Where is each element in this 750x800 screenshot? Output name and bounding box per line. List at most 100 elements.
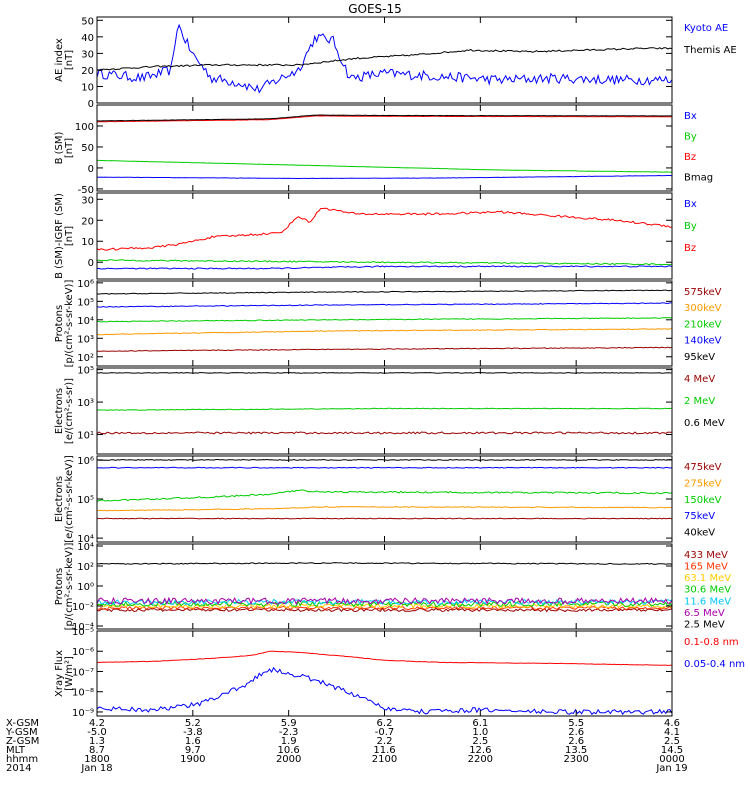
x-tick-label: 9.7: [185, 745, 201, 756]
x-tick-label: 1.6: [185, 736, 201, 747]
series-line-2-1: [97, 174, 672, 180]
x-tick-label: 8.7: [89, 745, 105, 756]
series-line-4-1: [97, 346, 672, 352]
y-tick-label: 10⁻⁵: [72, 627, 94, 638]
legend-entry: Bx: [684, 111, 697, 122]
x-tick-label: 1900: [180, 754, 205, 765]
y-tick-label: 10⁶: [77, 279, 94, 290]
panel-6: 10⁴ 10⁵ 10⁶ Electrons [e/(cm²-s-sr-keV)] 475k…: [54, 455, 722, 545]
y-tick-label: 10: [81, 82, 94, 93]
x-tick-label: 12.6: [469, 745, 491, 756]
panel-frame: [96, 455, 673, 543]
series-line-2-4: [97, 114, 672, 122]
series-line-6-3: [97, 489, 672, 502]
y-tick-label: 10⁻²: [72, 602, 94, 613]
series-line-7-4: [97, 600, 672, 608]
y-tick-label: 10⁵: [77, 297, 94, 308]
x-tick-label: -2.3: [279, 727, 299, 738]
y-tick-label: 50: [81, 16, 94, 27]
x-tick-label: 2.6: [568, 736, 584, 747]
x-tick-label: -0.7: [375, 727, 395, 738]
panel-frame: [96, 630, 673, 717]
x-tick-label: 11.6: [373, 745, 395, 756]
y-tick-label: 10¹: [77, 431, 94, 442]
x-row-label: hhmm: [6, 754, 38, 765]
chart-title: GOES-15: [348, 2, 402, 16]
legend-entry: 4 MeV: [684, 374, 715, 385]
legend-entry: Bz: [684, 243, 696, 254]
series-line-6-1: [97, 517, 672, 520]
panel-8: 10⁻⁹ 10⁻⁸ 10⁻⁷ 10⁻⁶ 10⁻⁵ Xray Flux [W/m²] 0.1-0…: [54, 627, 745, 719]
x-row-label: Y-GSM: [5, 727, 38, 738]
legend-entry: 6.5 MeV: [684, 608, 725, 619]
legend-entry: 575keV: [684, 287, 722, 298]
legend-entry: Themis AE: [683, 45, 737, 56]
series-line-4-2: [97, 328, 672, 336]
series-line-7-3: [97, 603, 672, 609]
x-tick-label: 1800: [84, 754, 109, 765]
y-tick-label: 50: [81, 143, 94, 154]
y-axis-label: [e/(cm²-s-sr)]: [64, 378, 75, 444]
series-line-6-4: [97, 466, 672, 469]
panel-5: 10¹ 10³ 10⁵ Electrons [e/(cm²-s-sr)] 4 MeV 2 M…: [54, 366, 725, 455]
y-tick-label: 10⁻⁶: [72, 647, 94, 658]
series-line-8-2: [97, 666, 672, 716]
legend-entry: 475keV: [684, 462, 722, 473]
series-line-5-1: [97, 431, 672, 435]
series-line-7-7: [97, 562, 672, 565]
series-line-4-3: [97, 317, 672, 323]
panel-frame: [96, 543, 673, 630]
legend-entry: 0.05-0.4 nm: [684, 659, 745, 670]
legend-entry: Bx: [684, 199, 697, 210]
y-tick-label: 30: [81, 49, 94, 60]
series-line-3-2: [97, 259, 672, 266]
panel-frame: [96, 280, 673, 367]
x-row-label: Z-GSM: [6, 736, 39, 747]
series-line-5-2: [97, 407, 672, 411]
y-tick-label: 10⁵: [77, 495, 94, 506]
x-tick-label: 1.3: [89, 736, 105, 747]
x-tick-label: 2100: [372, 754, 397, 765]
y-tick-label: 20: [81, 66, 94, 77]
legend-entry: 210keV: [684, 319, 722, 330]
series-line-7-6: [97, 596, 672, 606]
legend-entry: 275keV: [684, 478, 722, 489]
x-tick-label: -5.0: [87, 727, 107, 738]
series-line-1-1: [97, 23, 672, 94]
y-axis-label: AE index: [54, 38, 65, 82]
y-tick-label: -50: [78, 185, 94, 196]
y-tick-label: 10⁻⁹: [72, 708, 94, 719]
legend-entry: 140keV: [684, 336, 722, 347]
y-tick-label: 10²: [77, 562, 94, 573]
series-line-3-3: [97, 207, 672, 251]
x-tick-label: 4.1: [664, 727, 680, 738]
panel-2: -50 0 50 100 B (SM) [nT] Bx By Bz Bmag: [54, 104, 713, 196]
legend-entry: 11.6 MeV: [684, 596, 731, 607]
legend-entry: Bz: [684, 152, 696, 163]
legend-entry: Kyoto AE: [684, 23, 728, 34]
y-tick-label: 10⁰: [77, 582, 94, 593]
panel-1: 0 10 20 30 40 50 AE index [nT] Kyoto AE Themis AE: [54, 16, 737, 110]
x-tick-label: 13.5: [565, 745, 587, 756]
legend-entry: 433 MeV: [684, 550, 728, 561]
x-tick-label: 5.9: [281, 718, 297, 729]
y-tick-label: 10⁴: [77, 534, 94, 545]
legend-entry: Bmag: [684, 173, 713, 184]
y-axis-label: Xray Flux: [54, 650, 65, 697]
legend-entry: 95keV: [684, 352, 715, 363]
legend-entry: 63.1 MeV: [684, 573, 731, 584]
x-tick-label: Jan 19: [655, 763, 687, 774]
y-axis-label: [nT]: [64, 226, 75, 246]
y-axis-label: [nT]: [64, 138, 75, 158]
legend-entry: 30.6 MeV: [684, 585, 731, 596]
series-line-2-3: [97, 115, 672, 123]
panel-4: 10² 10³ 10⁴ 10⁵ 10⁶ Protons [p/(cm²-s-sr-keV)]…: [54, 279, 722, 368]
x-tick-label: 14.5: [661, 745, 683, 756]
legend-entry: 2 MeV: [684, 396, 715, 407]
y-tick-label: 10⁵: [77, 366, 94, 377]
y-axis-label: [p/(cm²-s-sr-keV)]: [64, 543, 75, 631]
y-tick-label: 10⁻⁷: [72, 667, 94, 678]
x-tick-label: 1.0: [472, 727, 488, 738]
legend-entry: 300keV: [684, 303, 722, 314]
